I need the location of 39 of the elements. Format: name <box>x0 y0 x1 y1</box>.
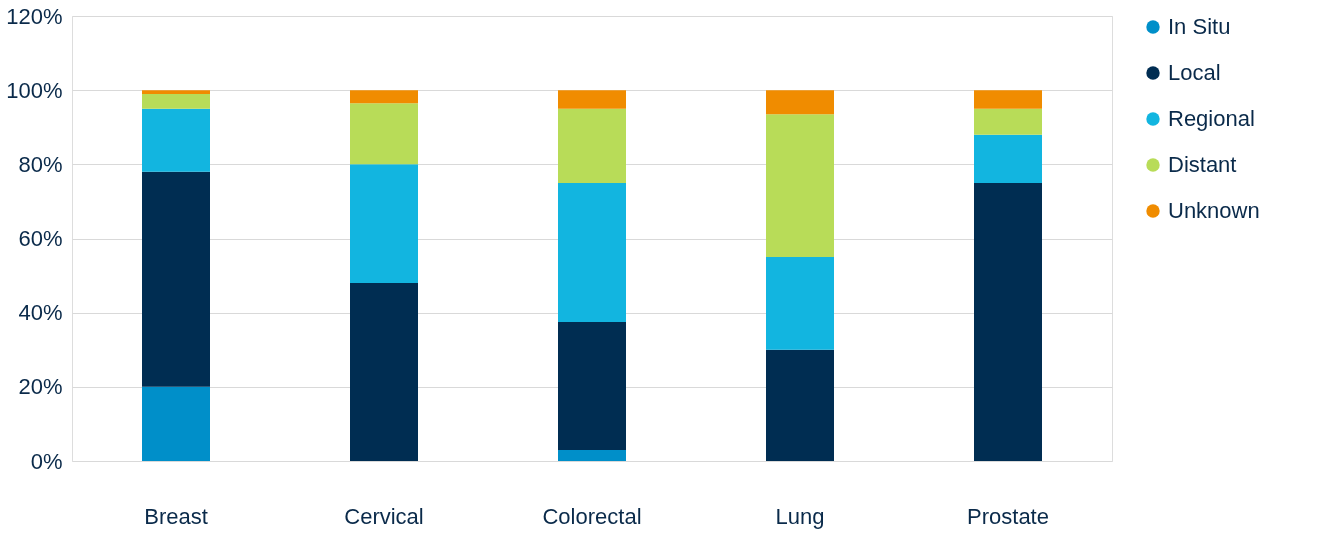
y-tick-label: 60% <box>18 226 63 251</box>
bar <box>142 171 210 387</box>
y-tick-label: 0% <box>30 448 63 474</box>
x-tick-label: Lung <box>775 503 825 529</box>
x-tick-label: Cervical <box>344 503 424 529</box>
bar <box>974 134 1042 183</box>
bar <box>558 449 626 461</box>
bar <box>558 108 626 183</box>
x-tick-label: Prostate <box>967 503 1049 529</box>
bar <box>766 349 834 461</box>
legend-label: In Situ <box>1168 14 1231 39</box>
bar <box>350 164 418 283</box>
bar <box>766 114 834 258</box>
bar <box>142 386 210 461</box>
bar <box>558 90 626 109</box>
bar <box>350 103 418 165</box>
x-tick-label: Breast <box>144 503 208 529</box>
legend-label: Local <box>1168 60 1221 85</box>
legend-label: Distant <box>1168 152 1237 177</box>
bar <box>766 257 834 350</box>
bar <box>142 90 210 94</box>
x-tick-label: Colorectal <box>542 503 642 529</box>
y-tick-label: 100% <box>6 77 63 103</box>
bar <box>974 90 1042 109</box>
bar <box>766 90 834 115</box>
y-tick-label: 40% <box>18 300 63 326</box>
bar <box>558 182 626 322</box>
bar <box>350 90 418 104</box>
bar <box>558 321 626 450</box>
y-tick-label: 120% <box>6 3 63 29</box>
legend-label: Unknown <box>1168 198 1260 223</box>
y-tick-label: 80% <box>18 151 63 177</box>
bar <box>142 93 210 109</box>
bar <box>350 283 418 461</box>
y-tick-label: 20% <box>18 374 63 400</box>
bar <box>974 108 1042 135</box>
legend-label: Regional <box>1168 106 1255 131</box>
bar <box>974 182 1042 461</box>
bar <box>142 108 210 172</box>
